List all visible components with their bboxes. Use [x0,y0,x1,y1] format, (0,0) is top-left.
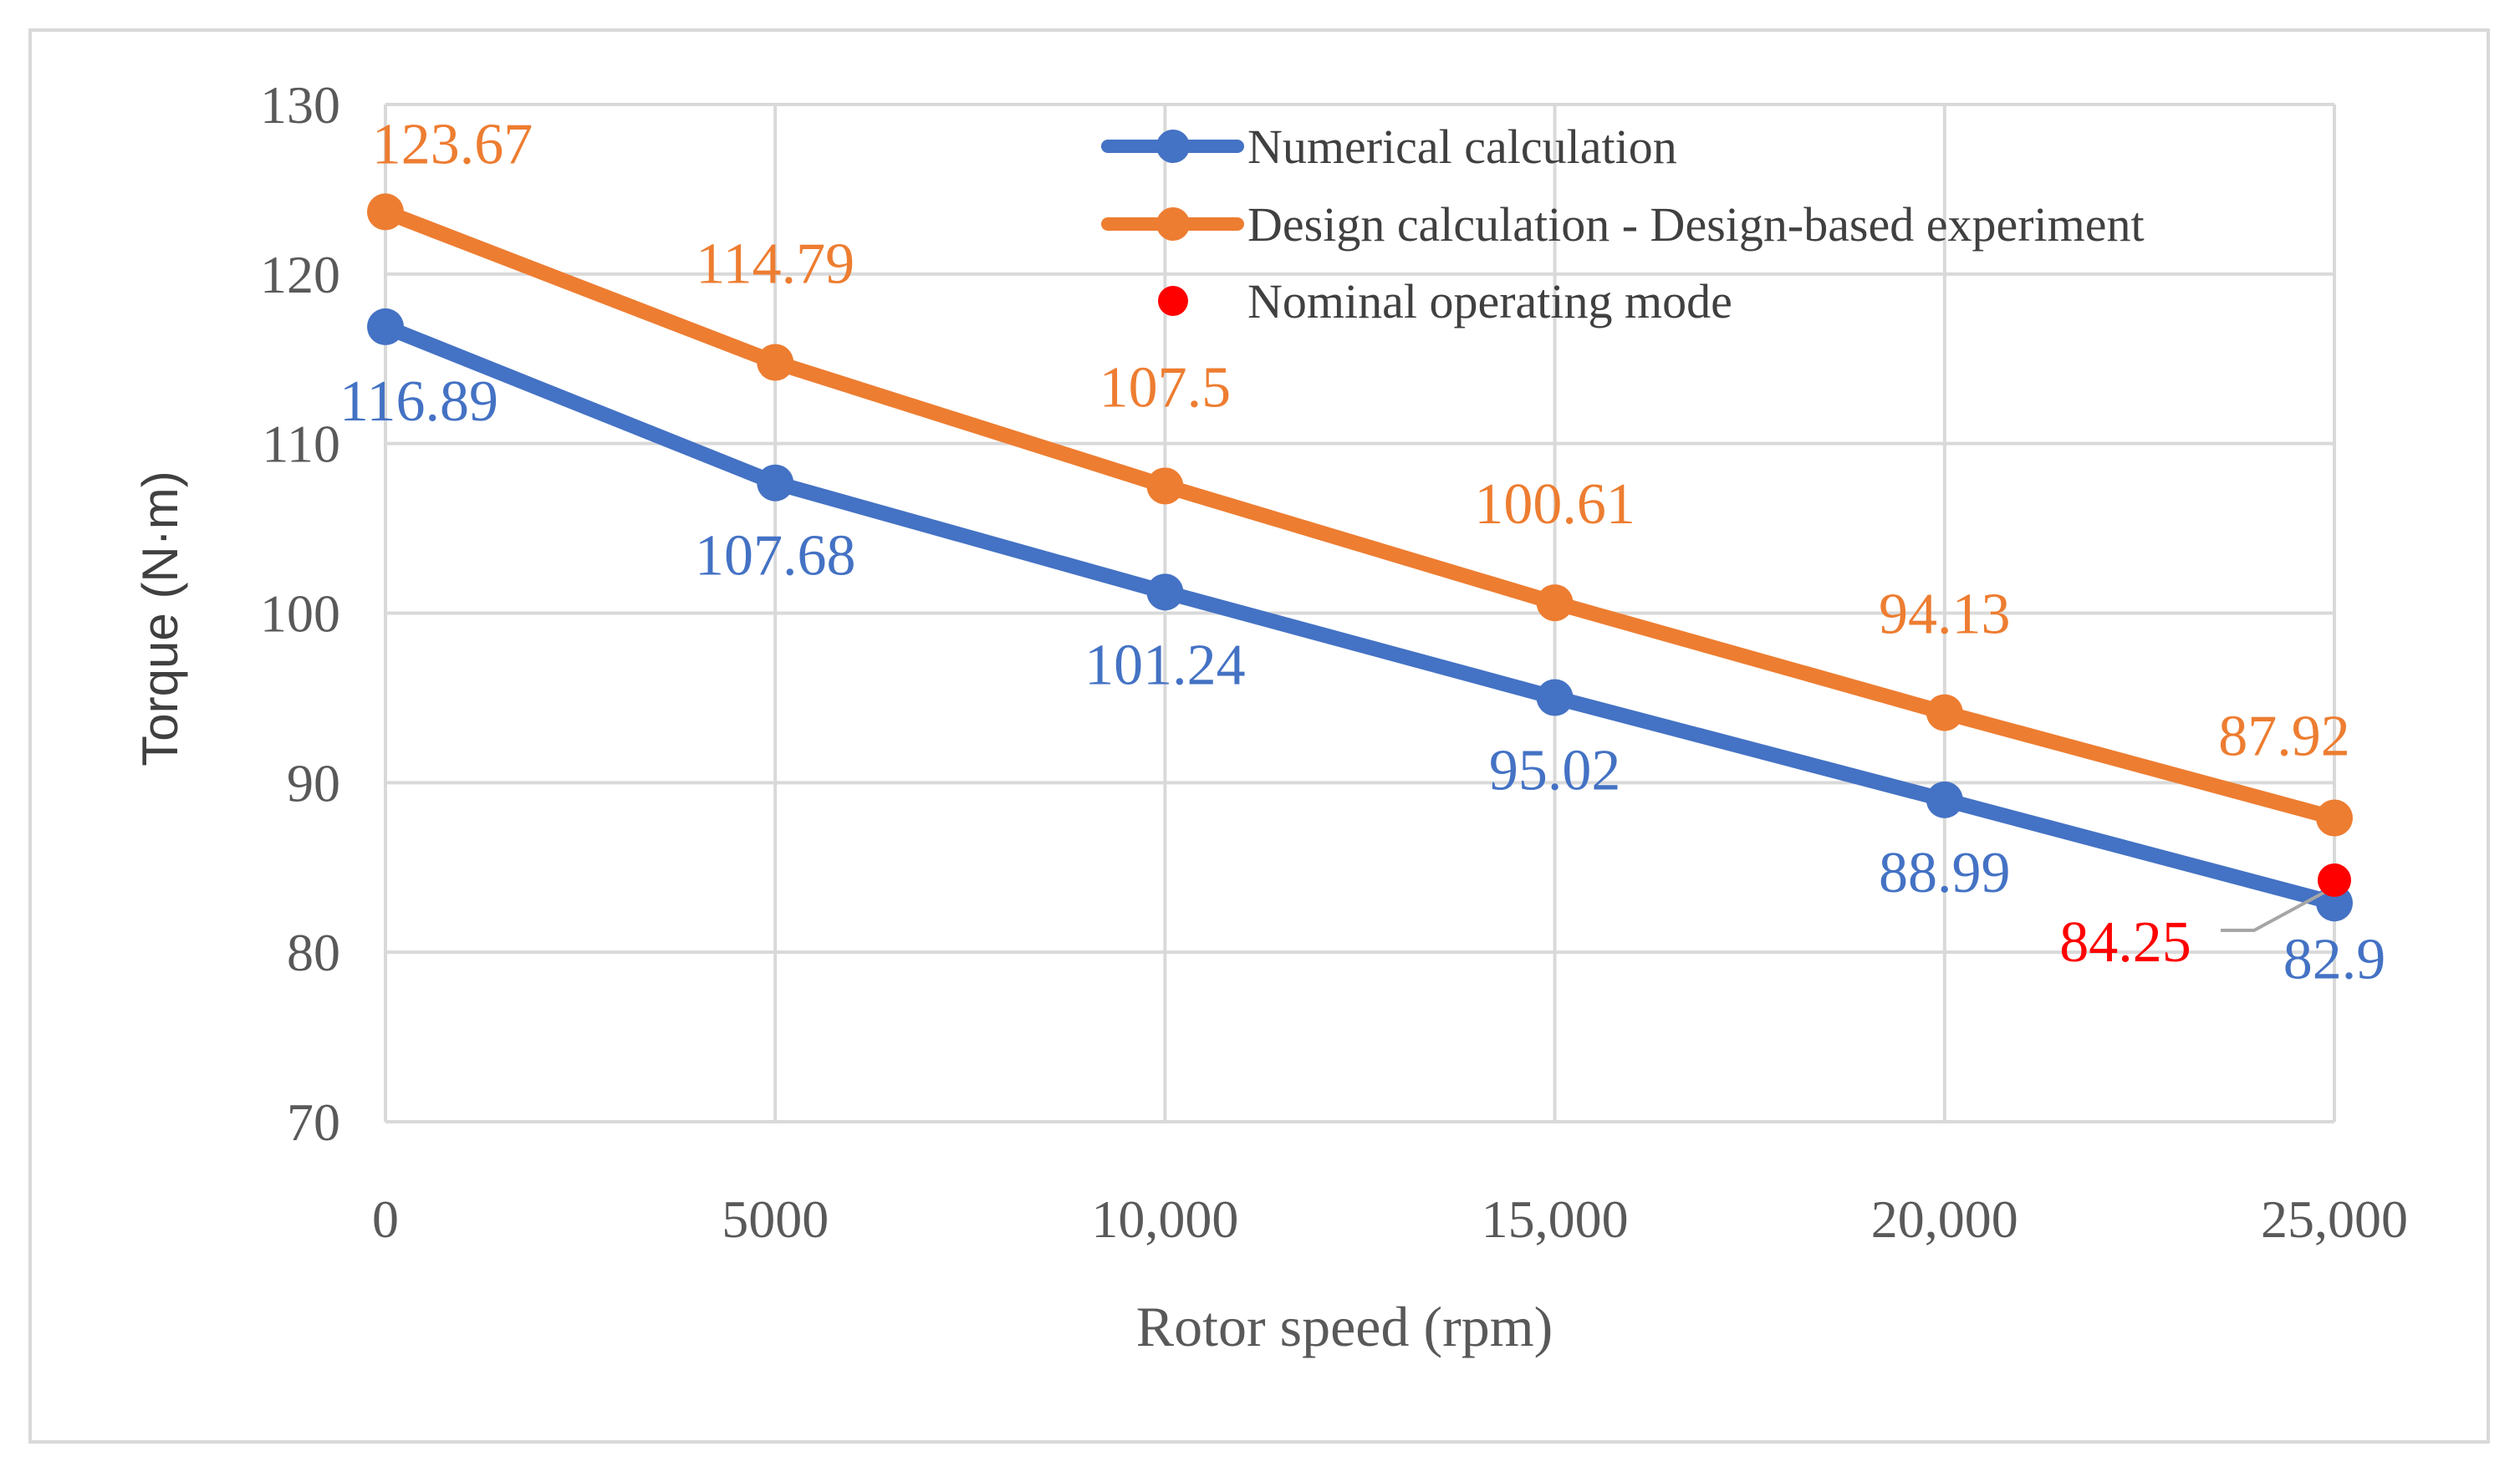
x-tick-label: 20,000 [1871,1189,2018,1249]
data-point [2318,863,2351,897]
data-point [367,193,404,231]
x-tick-label: 25,000 [2261,1189,2408,1249]
data-point [1146,467,1184,505]
data-label: 94.13 [1879,583,2011,647]
data-label: 116.89 [339,369,498,434]
data-point [1536,584,1574,622]
leader-line [2221,885,2335,932]
data-labels-layer: 116.89 123.67 107.68 114.79 101.24 107.5 95.02… [339,112,2385,991]
data-point [1926,694,1963,731]
data-point [1926,781,1963,818]
series-layer [367,193,2353,932]
data-label: 84.25 [2059,910,2191,975]
y-tick-label: 130 [260,75,340,135]
data-label: 82.9 [2283,927,2386,991]
y-tick-label: 120 [260,245,340,304]
x-axis-ticks: 0 5000 10,000 15,000 20,000 25,000 [372,1189,2408,1249]
y-tick-label: 100 [260,584,340,644]
data-label: 95.02 [1489,739,1621,803]
x-tick-label: 0 [372,1189,399,1249]
data-point [2316,799,2353,837]
legend-swatch-marker [1156,130,1190,163]
data-point [1536,679,1574,716]
data-label: 101.24 [1084,633,1246,697]
x-tick-label: 5000 [722,1189,829,1249]
data-label: 114.79 [696,232,854,297]
x-tick-label: 10,000 [1091,1189,1238,1249]
legend: Numerical calculation Design calculation … [1101,120,2145,329]
legend-label: Design calculation - Design-based experi… [1247,197,2145,252]
series-line [378,318,2342,911]
y-axis-ticks: 70 80 90 100 110 120 130 [260,75,340,1152]
data-label: 100.61 [1474,472,1635,537]
data-label: 107.68 [695,524,856,588]
gridlines [384,103,2336,1123]
y-axis-title: Torque (N·m) [132,471,188,766]
legend-label: Nominal operating mode [1247,274,1732,329]
data-point [367,308,404,345]
data-label: 107.5 [1099,355,1232,420]
data-label: 88.99 [1879,841,2011,905]
y-tick-label: 70 [287,1093,340,1152]
legend-label: Numerical calculation [1247,120,1677,174]
x-axis-title: Rotor speed (rpm) [1136,1295,1553,1358]
y-tick-label: 80 [287,923,340,982]
series-line [378,204,2342,826]
data-point [1146,573,1184,611]
x-tick-label: 15,000 [1482,1189,1629,1249]
y-tick-label: 110 [262,415,340,474]
legend-swatch-marker [1158,286,1188,316]
chart-frame [28,28,2490,1444]
data-label: 87.92 [2218,705,2350,769]
data-label: 123.67 [372,112,533,176]
data-point [757,344,794,381]
data-point [757,464,794,502]
legend-swatch-marker [1156,207,1190,241]
y-tick-label: 90 [287,753,340,812]
